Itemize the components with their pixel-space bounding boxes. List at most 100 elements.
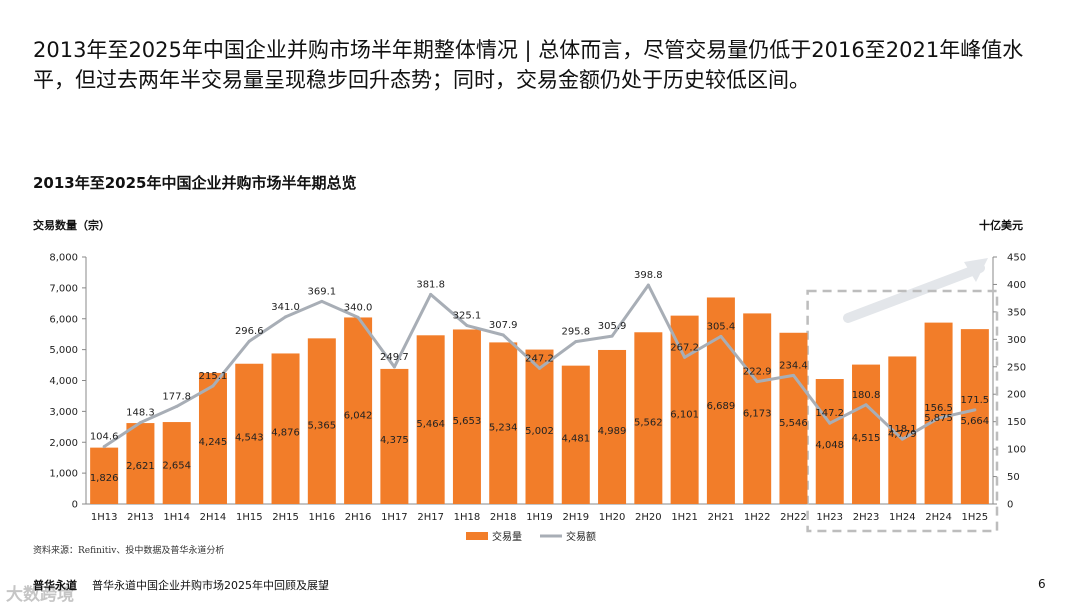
y-tick-label-left: 4,000	[49, 376, 78, 387]
x-tick-label: 2H21	[708, 512, 735, 523]
bar	[162, 422, 191, 504]
line-point	[320, 299, 324, 303]
footer-brand: 普华永道	[33, 579, 77, 592]
line-point	[211, 384, 215, 388]
bar-value-label: 4,481	[561, 434, 590, 445]
line-point	[429, 292, 433, 296]
line-value-label: 305.4	[707, 321, 736, 332]
line-point	[574, 340, 578, 344]
x-tick-label: 1H17	[381, 512, 408, 523]
line-point	[755, 380, 759, 384]
y-axis-title-left: 交易数量（宗）	[33, 218, 110, 232]
line-point	[102, 445, 106, 449]
y-tick-label-left: 5,000	[49, 345, 78, 356]
x-tick-label: 2H16	[345, 512, 372, 523]
bar	[90, 447, 119, 504]
line-point	[538, 366, 541, 370]
bar	[271, 353, 300, 504]
line-point	[610, 334, 614, 338]
y-tick-label-right: 450	[1007, 253, 1026, 264]
line-value-label: 222.9	[743, 367, 772, 378]
line-point	[791, 373, 795, 377]
page-number: 6	[1038, 577, 1046, 591]
y-tick-label-left: 8,000	[49, 253, 78, 264]
line-point	[900, 437, 904, 441]
x-tick-label: 1H14	[163, 512, 190, 523]
line-point	[719, 334, 723, 338]
footer-text: 普华永道中国企业并购市场2025年中回顾及展望	[92, 579, 329, 592]
line-value-label: 247.2	[525, 353, 554, 364]
bar	[489, 342, 518, 504]
bar-value-label: 6,689	[707, 401, 736, 412]
line-value-label: 148.3	[126, 408, 155, 419]
bar-value-label: 5,546	[779, 418, 808, 429]
bar	[779, 332, 808, 504]
y-tick-label-right: 300	[1007, 335, 1026, 346]
line-point	[284, 315, 288, 319]
x-tick-label: 1H22	[744, 512, 771, 523]
line-value-label: 171.5	[961, 395, 990, 406]
bar-value-label: 5,365	[307, 420, 336, 431]
bar-value-label: 4,515	[852, 433, 881, 444]
line-value-label: 234.4	[779, 360, 808, 371]
line-value-label: 398.8	[634, 270, 663, 281]
line-value-label: 147.2	[815, 408, 844, 419]
bar-value-label: 5,875	[924, 413, 953, 424]
bar-value-label: 6,042	[344, 410, 373, 421]
line-point	[356, 315, 360, 319]
x-tick-label: 2H17	[417, 512, 444, 523]
bar-value-label: 4,375	[380, 435, 409, 446]
y-tick-label-right: 250	[1007, 362, 1026, 373]
line-value-label: 341.0	[271, 302, 300, 313]
x-tick-label: 1H16	[309, 512, 336, 523]
x-tick-label: 2H14	[200, 512, 227, 523]
bar	[634, 332, 663, 504]
y-axis-title-right: 十亿美元	[979, 218, 1023, 232]
bar	[852, 364, 881, 504]
bar	[706, 297, 735, 504]
y-tick-label-left: 0	[72, 500, 78, 511]
headline: 2013年至2025年中国企业并购市场半年期整体情况 | 总体而言，尽管交易量仍…	[33, 38, 1024, 92]
x-tick-label: 2H15	[272, 512, 299, 523]
line-point	[937, 416, 941, 420]
y-tick-label-right: 50	[1007, 472, 1020, 483]
bar	[924, 322, 953, 504]
line-value-label: 118.1	[888, 424, 917, 435]
trend-arrow-shaft	[843, 263, 985, 323]
line-value-label: 215.1	[199, 371, 228, 382]
chart-title: 2013年至2025年中国企业并购市场半年期总览	[33, 174, 357, 192]
source-note: 资料来源：Refinitiv、投中数据及普华永道分析	[33, 546, 225, 556]
line-value-label: 267.2	[670, 342, 699, 353]
y-tick-label-right: 150	[1007, 417, 1026, 428]
x-tick-label: 2H20	[635, 512, 662, 523]
line-point	[392, 365, 396, 369]
bar-value-label: 4,245	[199, 437, 228, 448]
line-value-label: 340.0	[344, 302, 373, 313]
x-tick-label: 1H19	[526, 512, 553, 523]
x-tick-label: 2H23	[853, 512, 880, 523]
x-tick-label: 1H23	[816, 512, 843, 523]
y-tick-label-left: 3,000	[49, 407, 78, 418]
y-tick-label-right: 200	[1007, 390, 1026, 401]
bar-value-label: 1,826	[90, 473, 119, 484]
bar	[525, 349, 554, 504]
legend-label-line: 交易额	[566, 530, 596, 543]
bar-value-label: 6,173	[743, 409, 772, 420]
bar-value-label: 5,234	[489, 422, 518, 433]
line-value-label: 104.6	[90, 432, 119, 443]
bar	[307, 338, 336, 504]
line-value-label: 305.9	[598, 321, 627, 332]
trend-arrow-head	[964, 258, 988, 282]
bar-value-label: 5,464	[416, 419, 445, 430]
bar-value-label: 4,876	[271, 428, 300, 439]
x-tick-label: 1H18	[454, 512, 481, 523]
watermark: 大数跨境	[6, 585, 74, 605]
y-tick-label-right: 0	[1007, 500, 1013, 511]
y-tick-label-right: 400	[1007, 280, 1026, 291]
bar-value-label: 5,002	[525, 426, 554, 437]
y-tick-label-right: 350	[1007, 307, 1026, 318]
bar	[380, 368, 409, 504]
line-value-label: 180.8	[852, 390, 881, 401]
line-point	[683, 355, 687, 359]
